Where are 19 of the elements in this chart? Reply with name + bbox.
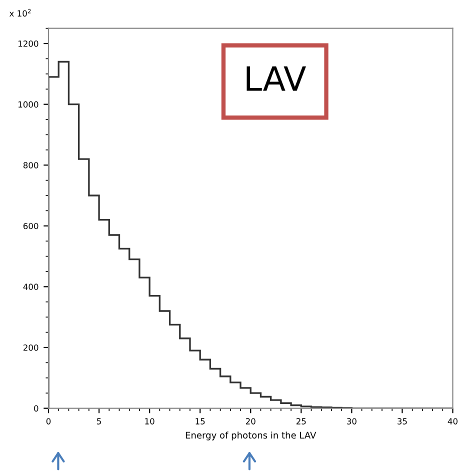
x-tick-label: 25 [296, 418, 306, 424]
x-tick-label: 0 [46, 418, 51, 424]
y-tick-label: 400 [23, 284, 38, 290]
y-tick-label: 200 [23, 344, 38, 351]
y-tick-label: 0 [34, 405, 38, 412]
y-tick-label: 600 [23, 222, 38, 230]
x-axis-title: Energy of photons in the LAV [186, 432, 316, 440]
x-tick-label: 30 [347, 418, 356, 424]
x-tick-label: 35 [398, 418, 407, 424]
x-tick-label: 15 [196, 418, 205, 424]
y-tick-label: 1000 [18, 101, 38, 108]
y-tick-label: 800 [23, 162, 38, 168]
x-tick-label: 20 [246, 418, 256, 424]
y-tick-label: 1200 [18, 40, 38, 47]
x-tick-label: 5 [97, 418, 101, 424]
x-tick-label: 10 [145, 418, 154, 424]
x-tick-label: 40 [448, 418, 458, 424]
text: x 10$^{2}$ [9, 8, 31, 17]
annotation: LAV [246, 66, 306, 91]
